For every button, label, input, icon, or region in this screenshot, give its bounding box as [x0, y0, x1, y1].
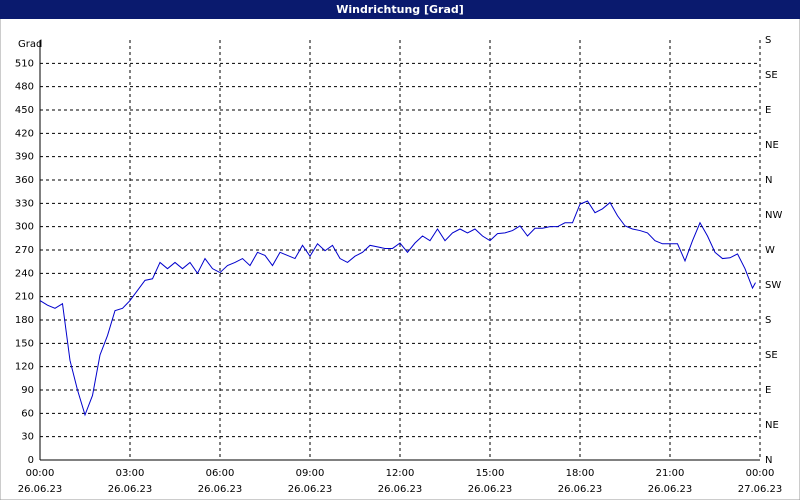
y2-tick-label: S: [765, 315, 771, 326]
y-tick-label: 300: [15, 222, 34, 233]
y-tick-label: 390: [15, 152, 34, 163]
y2-tick-label: SW: [765, 280, 781, 291]
y-axis-label: Grad: [18, 39, 42, 50]
y2-tick-label: S: [765, 35, 771, 46]
y2-tick-label: SE: [765, 70, 778, 81]
y2-tick-label: E: [765, 105, 771, 116]
y-tick-label: 150: [15, 338, 34, 349]
x-tick-date: 26.06.23: [558, 484, 603, 495]
y-tick-label: 120: [15, 362, 34, 373]
y2-tick-label: E: [765, 385, 771, 396]
data-line: [39, 200, 756, 417]
y2-tick-label: NW: [765, 210, 782, 221]
x-tick-label: 00:00: [26, 468, 55, 479]
y2-tick-label: SE: [765, 350, 778, 361]
y-tick-label: 330: [15, 198, 34, 209]
x-tick-label: 06:00: [206, 468, 235, 479]
y-tick-label: 450: [15, 105, 34, 116]
x-tick-date: 26.06.23: [18, 484, 63, 495]
x-tick-date: 26.06.23: [108, 484, 153, 495]
y-tick-label: 180: [15, 315, 34, 326]
x-tick-date: 26.06.23: [648, 484, 693, 495]
y-tick-label: 420: [15, 128, 34, 139]
y-tick-label: 90: [21, 385, 34, 396]
y2-tick-label: N: [765, 455, 772, 466]
y-tick-label: 0: [28, 455, 34, 466]
y-tick-label: 30: [21, 432, 34, 443]
x-tick-label: 09:00: [296, 468, 325, 479]
x-tick-date: 26.06.23: [378, 484, 423, 495]
y-tick-label: 60: [21, 408, 34, 419]
x-tick-label: 15:00: [476, 468, 505, 479]
y-tick-label: 360: [15, 175, 34, 186]
x-tick-label: 03:00: [116, 468, 145, 479]
x-tick-label: 12:00: [386, 468, 415, 479]
y-tick-label: 210: [15, 292, 34, 303]
y-tick-label: 270: [15, 245, 34, 256]
x-tick-label: 00:00: [746, 468, 775, 479]
y-tick-label: 480: [15, 82, 34, 93]
x-tick-label: 21:00: [656, 468, 685, 479]
x-tick-date: 27.06.23: [738, 484, 783, 495]
y2-tick-label: NE: [765, 420, 779, 431]
y2-tick-label: W: [765, 245, 775, 256]
x-tick-date: 26.06.23: [468, 484, 513, 495]
y2-tick-label: NE: [765, 140, 779, 151]
title-bar: [0, 0, 800, 19]
y2-tick-label: N: [765, 175, 772, 186]
y-tick-label: 240: [15, 268, 34, 279]
chart-title: Windrichtung [Grad]: [336, 3, 464, 16]
x-tick-date: 26.06.23: [198, 484, 243, 495]
x-tick-date: 26.06.23: [288, 484, 333, 495]
y-tick-label: 510: [15, 58, 34, 69]
x-tick-label: 18:00: [566, 468, 595, 479]
